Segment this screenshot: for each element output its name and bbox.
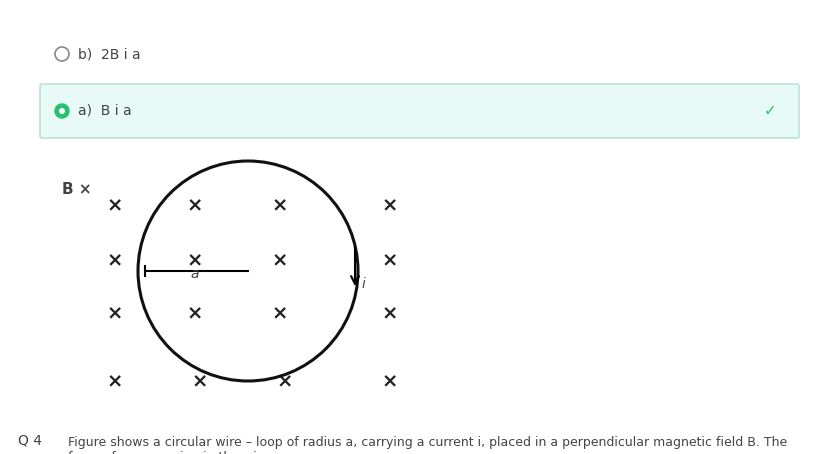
Circle shape [55, 47, 69, 61]
Text: ×: × [107, 372, 123, 391]
Text: ×: × [382, 197, 398, 216]
Text: Q 4: Q 4 [18, 434, 42, 448]
Text: Figure shows a circular wire – loop of radius a, carrying a current i, placed in: Figure shows a circular wire – loop of r… [68, 436, 787, 454]
Text: B ×: B × [62, 182, 92, 197]
Text: b)  2B i a: b) 2B i a [78, 47, 141, 61]
Text: i: i [362, 277, 366, 291]
Circle shape [55, 104, 69, 118]
Text: ×: × [277, 372, 294, 391]
Circle shape [59, 108, 65, 114]
Text: ×: × [107, 197, 123, 216]
Text: ×: × [187, 197, 203, 216]
Text: ×: × [272, 252, 288, 271]
Text: ✓: ✓ [763, 104, 777, 118]
Text: a)  B i a: a) B i a [78, 104, 131, 118]
Text: ×: × [382, 372, 398, 391]
Text: ×: × [192, 372, 208, 391]
Text: a: a [191, 267, 199, 281]
Text: ×: × [187, 252, 203, 271]
Text: ×: × [107, 305, 123, 324]
Text: ×: × [272, 197, 288, 216]
Text: ×: × [107, 252, 123, 271]
Text: ×: × [382, 252, 398, 271]
Text: ×: × [272, 305, 288, 324]
FancyBboxPatch shape [40, 84, 799, 138]
Text: ×: × [382, 305, 398, 324]
Text: ×: × [187, 305, 203, 324]
